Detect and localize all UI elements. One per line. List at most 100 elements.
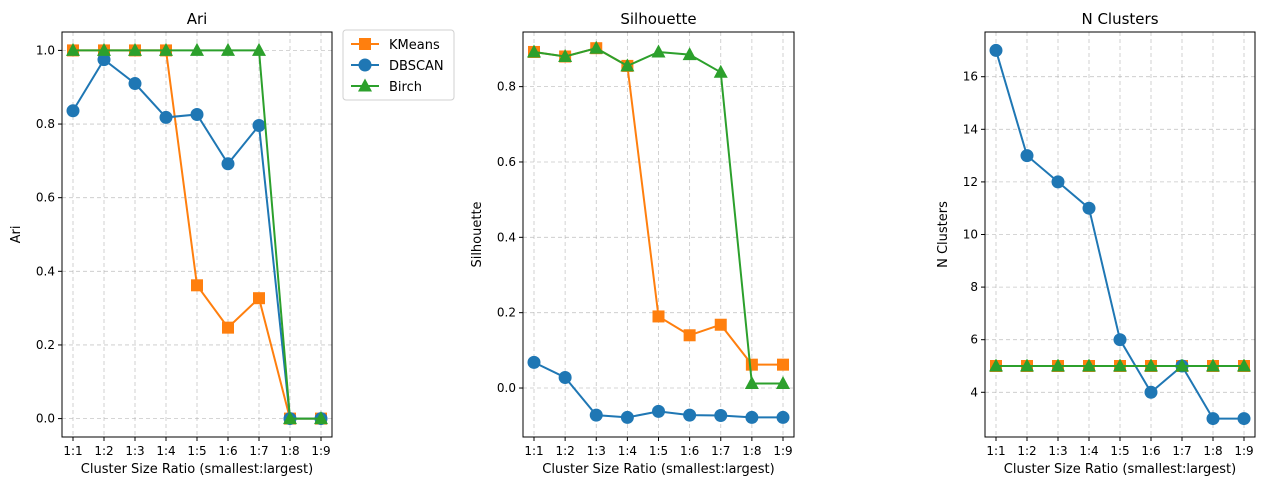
x-tick-label: 1:8 (742, 444, 761, 458)
data-point (620, 410, 634, 424)
x-axis-title: Cluster Size Ratio (smallest:largest) (81, 462, 313, 477)
series-dbscan (989, 43, 1251, 426)
x-tick-label: 1:4 (1079, 444, 1098, 458)
data-point (989, 43, 1003, 57)
x-tick-label: 1:1 (524, 444, 543, 458)
data-point (190, 107, 204, 121)
data-point (191, 279, 203, 292)
plot-title: Silhouette (620, 10, 696, 28)
x-tick-label: 1:9 (1234, 444, 1253, 458)
x-tick-label: 1:6 (1141, 444, 1160, 458)
data-point (714, 409, 728, 423)
y-tick-label: 12 (963, 175, 978, 189)
y-tick-label: 6 (970, 333, 978, 347)
data-point (1051, 175, 1065, 189)
y-tick-label: 0.6 (36, 191, 55, 205)
x-tick-label: 1:8 (1203, 444, 1222, 458)
x-tick-label: 1:9 (773, 444, 792, 458)
data-point (776, 410, 790, 424)
data-point (159, 110, 173, 124)
y-tick-label: 10 (963, 228, 978, 242)
data-point (589, 408, 603, 422)
data-point (159, 42, 173, 56)
series-birch (66, 42, 328, 425)
y-tick-label: 0.4 (497, 230, 516, 244)
data-point (777, 358, 789, 371)
y-tick-label: 1.0 (36, 43, 55, 57)
data-point (190, 42, 204, 56)
data-point (744, 376, 759, 390)
y-axis-title: Silhouette (470, 201, 485, 267)
y-tick-label: 14 (963, 122, 978, 136)
data-point (314, 411, 328, 425)
plot-panel-3: 1:1 1:2 1:3 1:4 1:5 1:6 1:7 1:8 1:9 4 6 8 10 12 14 16 N … (936, 10, 1256, 477)
data-point (252, 42, 266, 56)
plot-title: Ari (187, 10, 208, 28)
data-point (1144, 385, 1158, 399)
y-axis-title: N Clusters (936, 201, 951, 268)
data-point (1144, 358, 1158, 372)
y-tick-label: 4 (970, 385, 978, 399)
x-tick-label: 1:7 (1172, 444, 1191, 458)
legend-label: KMeans (389, 38, 440, 53)
data-point (1113, 358, 1127, 372)
x-axis-title: Cluster Size Ratio (smallest:largest) (542, 462, 774, 477)
x-tick-label: 1:7 (711, 444, 730, 458)
x-tick-label: 1:5 (1110, 444, 1129, 458)
data-point (66, 104, 80, 118)
y-tick-label: 0.8 (497, 80, 516, 94)
y-tick-label: 8 (970, 280, 978, 294)
data-point (683, 408, 697, 422)
data-point (776, 376, 790, 390)
data-point (128, 77, 142, 91)
series-dbscan (66, 53, 328, 426)
data-point (589, 40, 604, 54)
data-point (97, 42, 111, 56)
series-dbscan (527, 355, 790, 424)
data-point (66, 42, 80, 56)
legend-label: DBSCAN (389, 59, 444, 74)
data-point (1020, 358, 1034, 372)
data-point (1237, 412, 1251, 426)
y-tick-label: 0.0 (497, 381, 516, 395)
data-point (527, 355, 541, 369)
x-tick-label: 1:2 (555, 444, 574, 458)
x-tick-label: 1:4 (618, 444, 637, 458)
data-point (1082, 201, 1096, 215)
y-tick-label: 0.4 (36, 264, 55, 278)
plot-panel-1: 1:1 1:2 1:3 1:4 1:5 1:6 1:7 1:8 1:9 0.0 0.2 0.4 0.6 0… (9, 10, 333, 477)
series-birch (989, 358, 1251, 372)
x-tick-label: 1:5 (187, 444, 206, 458)
data-point (745, 358, 758, 371)
data-point (221, 42, 235, 56)
x-tick-label: 1:6 (218, 444, 237, 458)
data-point (682, 47, 697, 61)
legend-item-dbscan: DBSCAN (351, 58, 444, 74)
data-point (128, 42, 142, 56)
data-point (652, 310, 665, 323)
data-point (713, 64, 728, 78)
y-tick-label: 0.2 (497, 306, 516, 320)
data-point (651, 44, 666, 58)
data-point (558, 48, 573, 62)
legend: KMeans DBSCAN Birch (342, 29, 455, 101)
data-point (253, 292, 265, 305)
data-point (97, 53, 111, 67)
data-point (1020, 149, 1034, 163)
data-point (1175, 358, 1189, 372)
y-tick-label: 0.2 (36, 338, 55, 352)
x-tick-label: 1:6 (680, 444, 699, 458)
legend-label: Birch (389, 80, 422, 95)
data-point (1113, 333, 1127, 347)
y-tick-label: 0.0 (36, 412, 55, 426)
x-tick-label: 1:2 (94, 444, 113, 458)
data-point (221, 157, 235, 171)
x-tick-label: 1:3 (125, 444, 144, 458)
data-point (745, 410, 759, 424)
legend-item-birch: Birch (351, 78, 422, 95)
plot-panel-2: 1:1 1:2 1:3 1:4 1:5 1:6 1:7 1:8 1:9 0.0 0.2 0.4 0.6 0… (470, 10, 795, 477)
y-tick-label: 16 (963, 70, 978, 84)
data-point (1206, 412, 1220, 426)
y-tick-label: 0.8 (36, 117, 55, 131)
